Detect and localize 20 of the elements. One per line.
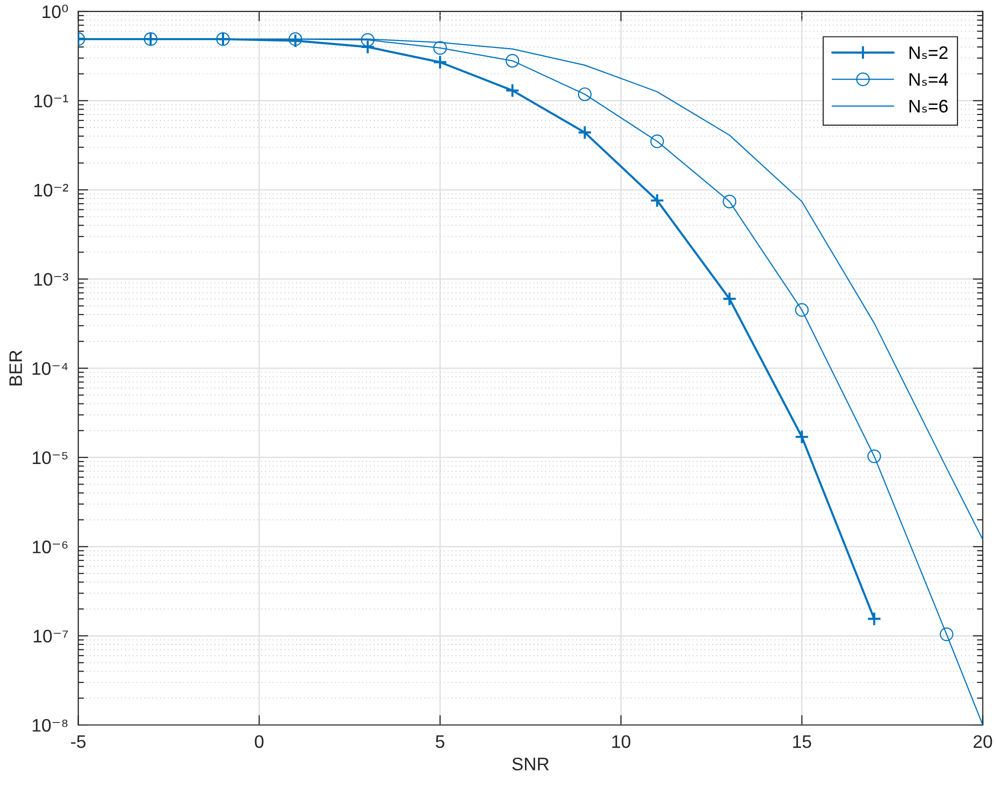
y-tick-label: 10⁻⁷ [34,630,68,643]
y-axis-title: BER [9,350,22,386]
legend-label: Nₛ=6 [910,100,948,113]
y-tick-label: 10⁻⁸ [32,718,68,732]
x-tick-label: 5 [436,735,444,748]
x-tick-label: 0 [254,735,264,748]
y-tick-label: 10⁻⁶ [32,540,68,554]
x-axis-title: SNR [512,758,549,770]
x-tick-label: -5 [71,735,86,748]
y-tick-label: 10⁻¹ [34,94,68,108]
x-tick-label: 20 [974,735,992,748]
x-tick-label: 10 [612,735,630,748]
y-tick-label: 10⁰ [42,4,68,18]
legend-label: Nₛ=4 [910,73,948,86]
y-tick-label: 10⁻² [34,184,68,197]
y-tick-label: 10⁻⁴ [32,362,68,375]
y-tick-label: 10⁻³ [34,272,68,286]
legend-label: Nₛ=2 [910,46,948,59]
x-tick-label: 15 [793,735,812,748]
y-tick-label: 10⁻⁵ [32,451,68,464]
